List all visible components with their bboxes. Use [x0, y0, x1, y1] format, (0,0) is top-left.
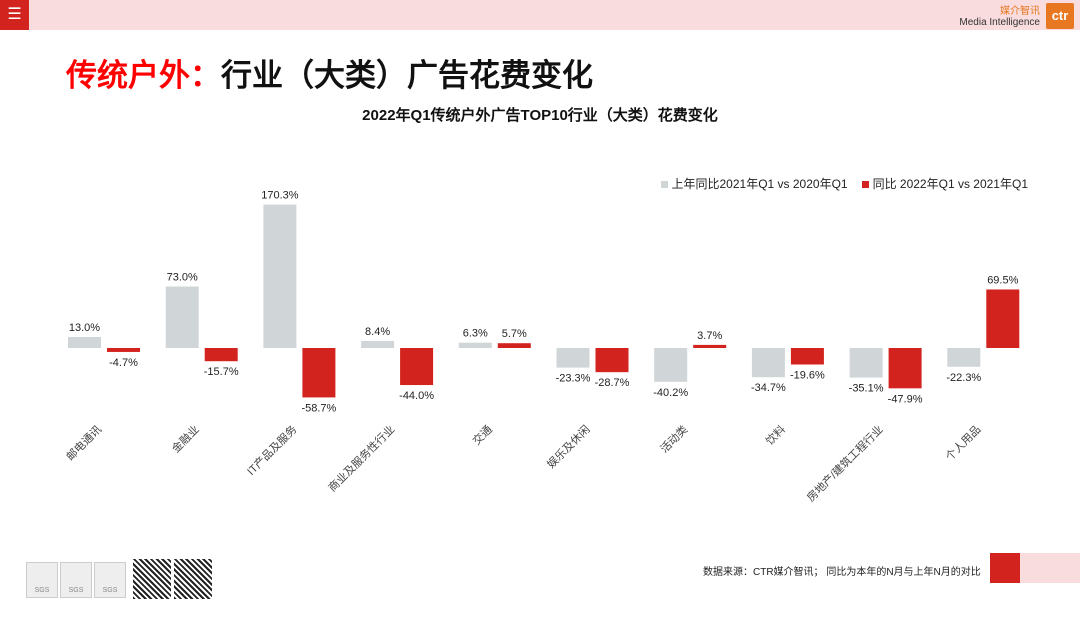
legend-item-curr: 同比 2022年Q1 vs 2021年Q1 — [861, 175, 1028, 192]
sgs-badge: SGS — [60, 562, 92, 598]
data-label: -47.9% — [888, 393, 923, 405]
bar — [654, 348, 688, 382]
bar — [556, 348, 590, 368]
data-label: 6.3% — [463, 328, 488, 340]
bar — [595, 348, 629, 373]
data-label: -40.2% — [653, 387, 688, 399]
bar — [400, 348, 434, 386]
data-label: 3.7% — [697, 330, 722, 342]
data-label: -4.7% — [109, 357, 138, 369]
bar — [458, 342, 492, 348]
sgs-badge: SGS — [26, 562, 58, 598]
data-label: -22.3% — [946, 372, 981, 384]
brand: 媒介智讯 Media Intelligence — [959, 6, 1040, 28]
legend-item-prev: 上年同比2021年Q1 vs 2020年Q1 — [660, 175, 848, 192]
data-label: -44.0% — [399, 390, 434, 402]
category-label: 邮电通讯 — [64, 423, 104, 463]
brand-cn: 媒介智讯 — [1000, 6, 1040, 17]
category-label: 金融业 — [169, 422, 202, 455]
bar — [263, 204, 297, 348]
bar — [986, 289, 1020, 348]
data-label: -34.7% — [751, 382, 786, 394]
category-label: 饮料 — [763, 422, 788, 447]
footer-pink-block — [1020, 553, 1080, 583]
data-label: 73.0% — [167, 272, 198, 284]
data-label: -15.7% — [204, 366, 239, 378]
bar — [790, 348, 824, 365]
data-label: -23.3% — [556, 373, 591, 385]
data-label: -19.6% — [790, 370, 825, 382]
data-label: -28.7% — [595, 377, 630, 389]
bar — [849, 348, 883, 378]
bar — [204, 348, 238, 362]
category-label: 个人用品 — [943, 423, 983, 463]
legend: 上年同比2021年Q1 vs 2020年Q1 同比 2022年Q1 vs 202… — [660, 175, 1028, 192]
bar — [302, 348, 336, 398]
data-label: -35.1% — [849, 383, 884, 395]
bar — [68, 337, 101, 348]
data-label: 170.3% — [261, 190, 299, 202]
data-label: 13.0% — [69, 322, 100, 334]
source-note: 数据来源：CTR媒介智讯； 同比为本年的N月与上年N月的对比 — [703, 567, 981, 578]
bar — [947, 348, 981, 367]
legend-label: 同比 2022年Q1 vs 2021年Q1 — [872, 177, 1028, 191]
data-label: -58.7% — [301, 402, 336, 414]
qr-code — [133, 559, 171, 599]
category-label: IT产品及服务 — [244, 422, 300, 478]
menu-icon[interactable]: ☰ — [0, 0, 29, 30]
sgs-badge: SGS — [94, 562, 126, 598]
data-label: 8.4% — [365, 326, 390, 338]
bar — [497, 343, 531, 348]
ctr-logo: ctr — [1046, 3, 1074, 29]
category-label: 商业及服务性行业 — [325, 422, 397, 494]
chart-title: 2022年Q1传统户外广告TOP10行业（大类）花费变化 — [362, 107, 718, 124]
category-label: 活动类 — [657, 422, 690, 455]
footer-red-block — [990, 553, 1020, 583]
bar — [361, 340, 395, 348]
bar — [165, 286, 199, 348]
bar — [107, 348, 140, 352]
data-label: 5.7% — [502, 328, 527, 340]
title-red: 传统户外： — [66, 58, 221, 93]
bar — [751, 348, 785, 378]
qr-code — [174, 559, 212, 599]
legend-label: 上年同比2021年Q1 vs 2020年Q1 — [671, 177, 848, 191]
data-label: 69.5% — [987, 274, 1018, 286]
title-black: 行业（大类）广告花费变化 — [221, 58, 593, 93]
bar — [693, 344, 727, 348]
category-label: 交通 — [469, 422, 494, 447]
category-label: 娱乐及休闲 — [544, 422, 593, 471]
bar — [888, 348, 922, 389]
top-bar — [0, 0, 1080, 30]
page-title: 传统户外：行业（大类）广告花费变化 — [66, 50, 593, 95]
category-label: 房地产/建筑工程行业 — [804, 422, 886, 504]
brand-en: Media Intelligence — [959, 17, 1040, 28]
